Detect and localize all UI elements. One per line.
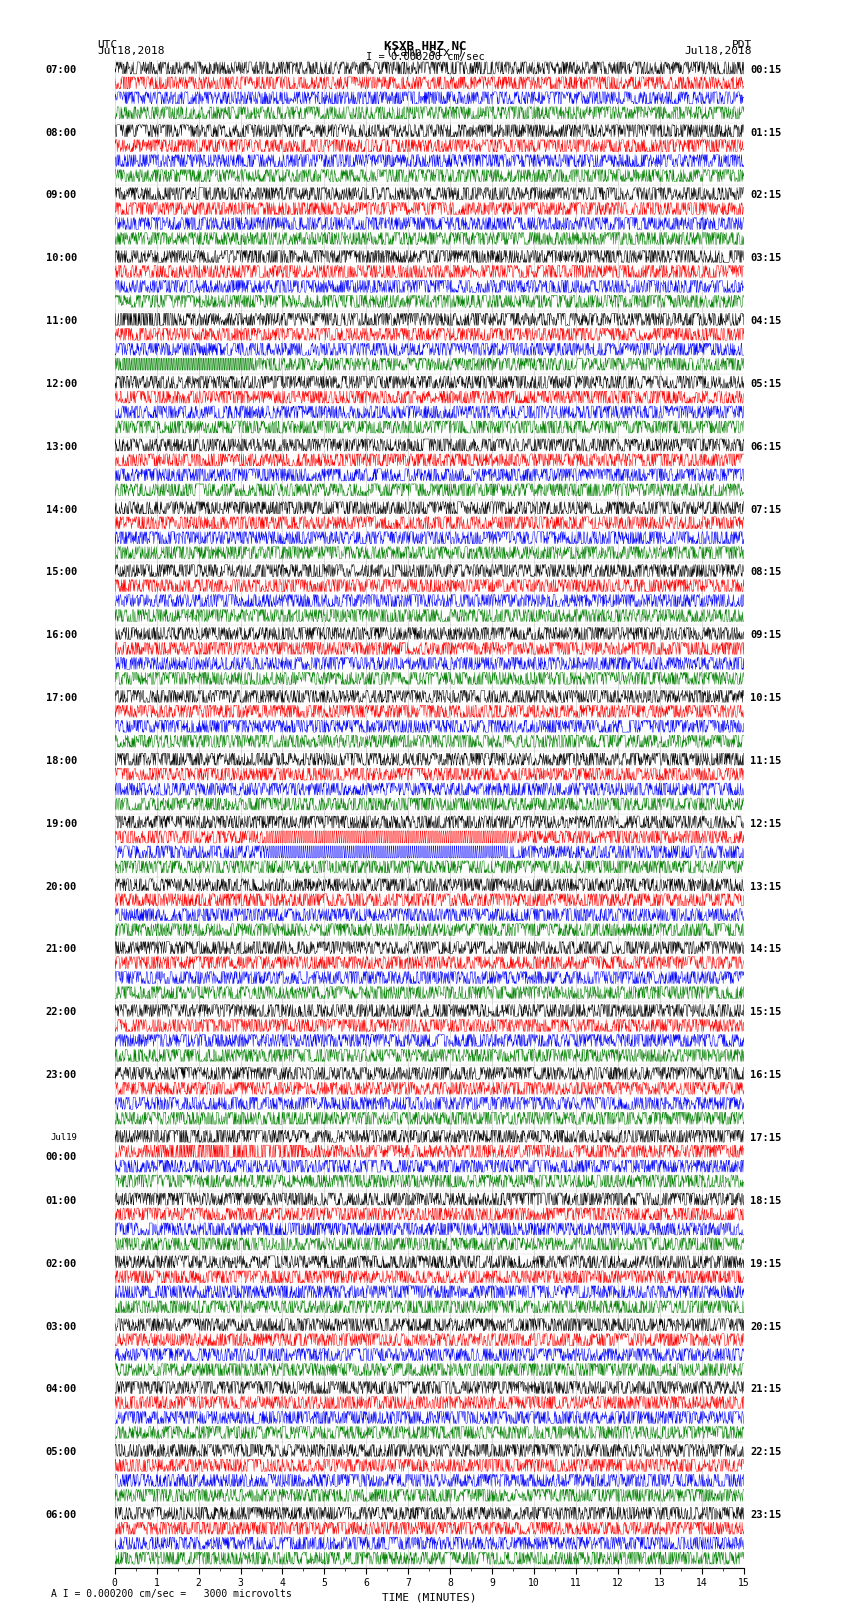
Text: 12:00: 12:00 bbox=[46, 379, 77, 389]
Text: 01:15: 01:15 bbox=[750, 127, 781, 137]
Text: 13:15: 13:15 bbox=[750, 882, 781, 892]
Text: 21:15: 21:15 bbox=[750, 1384, 781, 1394]
Text: 10:15: 10:15 bbox=[750, 694, 781, 703]
Text: 02:15: 02:15 bbox=[750, 190, 781, 200]
Text: 17:00: 17:00 bbox=[46, 694, 77, 703]
Text: UTC: UTC bbox=[98, 39, 118, 50]
Text: 06:15: 06:15 bbox=[750, 442, 781, 452]
Text: 00:00: 00:00 bbox=[46, 1152, 77, 1161]
Text: 10:00: 10:00 bbox=[46, 253, 77, 263]
Text: 03:00: 03:00 bbox=[46, 1321, 77, 1331]
Text: 16:15: 16:15 bbox=[750, 1069, 781, 1081]
Text: 18:00: 18:00 bbox=[46, 756, 77, 766]
Text: 21:00: 21:00 bbox=[46, 945, 77, 955]
Text: 01:00: 01:00 bbox=[46, 1195, 77, 1207]
Text: 12:15: 12:15 bbox=[750, 819, 781, 829]
Text: 14:15: 14:15 bbox=[750, 945, 781, 955]
Text: 02:00: 02:00 bbox=[46, 1258, 77, 1269]
Text: 19:15: 19:15 bbox=[750, 1258, 781, 1269]
Text: 15:15: 15:15 bbox=[750, 1007, 781, 1018]
Text: (Camp Six ): (Camp Six ) bbox=[386, 45, 464, 60]
X-axis label: TIME (MINUTES): TIME (MINUTES) bbox=[382, 1592, 477, 1602]
Text: 20:00: 20:00 bbox=[46, 882, 77, 892]
Text: 13:00: 13:00 bbox=[46, 442, 77, 452]
Text: 22:00: 22:00 bbox=[46, 1007, 77, 1018]
Text: 20:15: 20:15 bbox=[750, 1321, 781, 1331]
Text: 15:00: 15:00 bbox=[46, 568, 77, 577]
Text: 04:15: 04:15 bbox=[750, 316, 781, 326]
Text: 08:00: 08:00 bbox=[46, 127, 77, 137]
Text: 11:15: 11:15 bbox=[750, 756, 781, 766]
Text: Jul19: Jul19 bbox=[50, 1132, 77, 1142]
Text: 16:00: 16:00 bbox=[46, 631, 77, 640]
Text: 22:15: 22:15 bbox=[750, 1447, 781, 1457]
Text: 17:15: 17:15 bbox=[750, 1132, 781, 1144]
Text: 05:15: 05:15 bbox=[750, 379, 781, 389]
Text: 23:15: 23:15 bbox=[750, 1510, 781, 1519]
Text: 05:00: 05:00 bbox=[46, 1447, 77, 1457]
Text: 23:00: 23:00 bbox=[46, 1069, 77, 1081]
Text: 09:15: 09:15 bbox=[750, 631, 781, 640]
Text: 00:15: 00:15 bbox=[750, 65, 781, 74]
Text: 14:00: 14:00 bbox=[46, 505, 77, 515]
Text: 07:15: 07:15 bbox=[750, 505, 781, 515]
Text: 06:00: 06:00 bbox=[46, 1510, 77, 1519]
Text: KSXB HHZ NC: KSXB HHZ NC bbox=[383, 39, 467, 53]
Text: Jul18,2018: Jul18,2018 bbox=[98, 45, 165, 56]
Text: PDT: PDT bbox=[732, 39, 752, 50]
Text: Jul18,2018: Jul18,2018 bbox=[685, 45, 752, 56]
Text: 08:15: 08:15 bbox=[750, 568, 781, 577]
Text: 07:00: 07:00 bbox=[46, 65, 77, 74]
Text: 11:00: 11:00 bbox=[46, 316, 77, 326]
Text: I = 0.000200 cm/sec: I = 0.000200 cm/sec bbox=[366, 52, 484, 63]
Text: A I = 0.000200 cm/sec =   3000 microvolts: A I = 0.000200 cm/sec = 3000 microvolts bbox=[51, 1589, 292, 1600]
Text: 03:15: 03:15 bbox=[750, 253, 781, 263]
Text: 19:00: 19:00 bbox=[46, 819, 77, 829]
Text: 09:00: 09:00 bbox=[46, 190, 77, 200]
Text: 04:00: 04:00 bbox=[46, 1384, 77, 1394]
Text: 18:15: 18:15 bbox=[750, 1195, 781, 1207]
